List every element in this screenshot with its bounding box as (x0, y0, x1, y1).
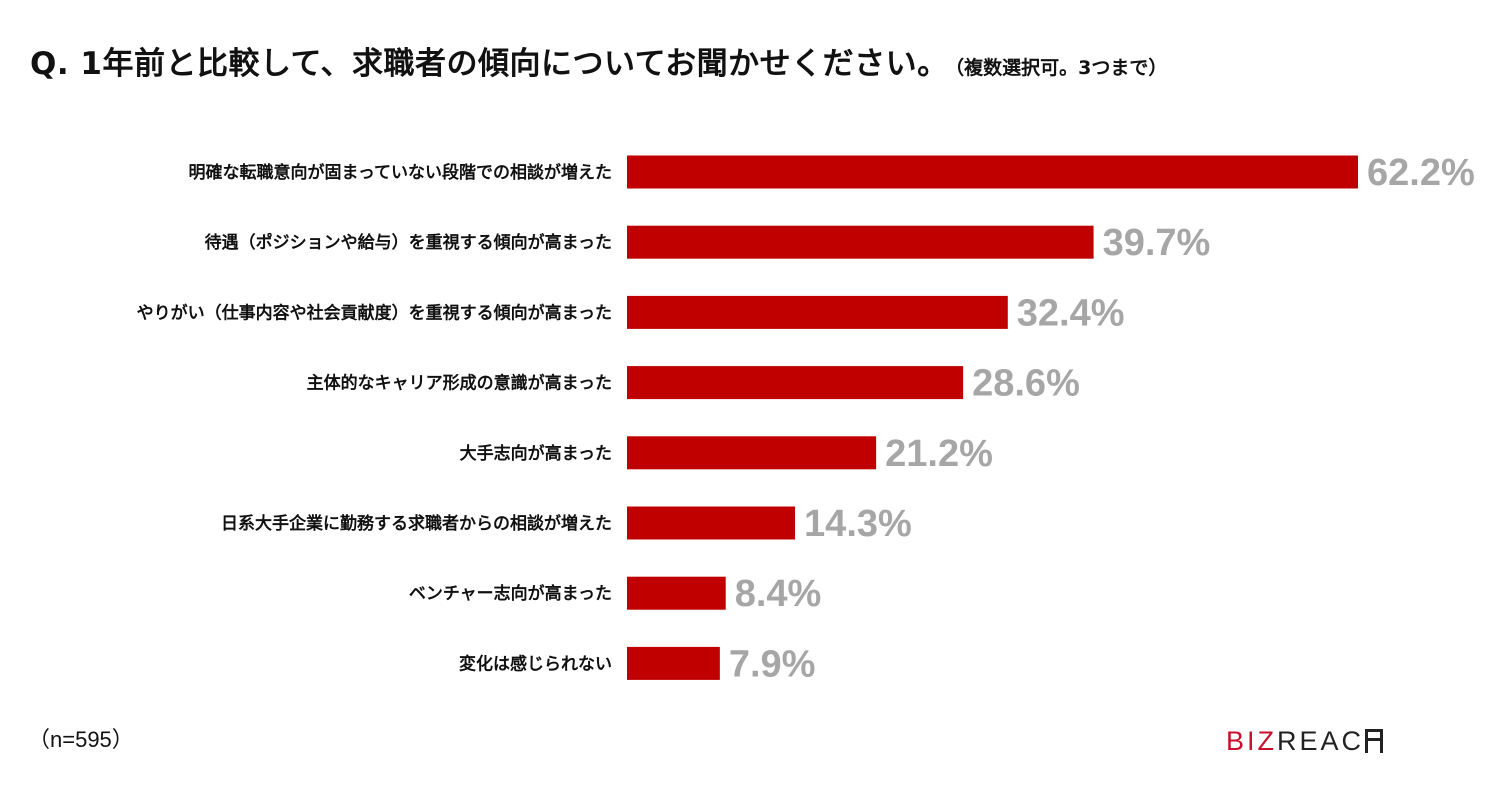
bizreach-logo: BIZ REAC (1226, 725, 1384, 756)
logo-h-icon (1365, 729, 1384, 753)
value-label: 14.3% (804, 503, 912, 545)
chart-title: Q. 1年前と比較して、求職者の傾向についてお聞かせください。 （複数選択可。3つ… (30, 38, 1167, 83)
chart-title-sub: （複数選択可。3つまで） (954, 57, 1168, 79)
bar (627, 366, 964, 400)
category-label: ベンチャー志向が高まった (409, 583, 612, 604)
category-label: 明確な転職意向が固まっていない段階での相談が増えた (189, 162, 612, 183)
category-label: 待遇（ポジションや給与）を重視する傾向が高まった (205, 232, 612, 253)
bar (627, 225, 1094, 259)
category-label: やりがい（仕事内容や社会貢献度）を重視する傾向が高まった (137, 302, 612, 323)
category-label: 変化は感じられない (459, 653, 612, 674)
value-label: 21.2% (885, 433, 993, 475)
value-label: 8.4% (735, 573, 822, 615)
bar (627, 506, 796, 540)
bar (627, 295, 1008, 329)
category-label: 日系大手企業に勤務する求職者からの相談が増えた (221, 513, 612, 534)
category-label: 主体的なキャリア形成の意識が高まった (307, 373, 612, 394)
chart-title-main: Q. 1年前と比較して、求職者の傾向についてお聞かせください。 (30, 46, 949, 82)
logo-text-reac: REAC (1277, 725, 1365, 756)
logo-text-biz: BIZ (1226, 725, 1278, 756)
sample-size-note: （n=595） (28, 727, 134, 752)
category-label: 大手志向が高まった (460, 443, 612, 464)
value-label: 32.4% (1017, 292, 1125, 334)
bar (627, 155, 1358, 189)
value-label: 7.9% (729, 643, 816, 685)
value-label: 39.7% (1103, 222, 1211, 264)
bar (627, 646, 720, 680)
bar (627, 576, 726, 610)
bar-group: 明確な転職意向が固まっていない段階での相談が増えた 62.2% 待遇（ポジションや給… (137, 152, 1475, 685)
bar (627, 436, 877, 470)
value-label: 28.6% (972, 363, 1080, 405)
value-label: 62.2% (1367, 152, 1475, 194)
